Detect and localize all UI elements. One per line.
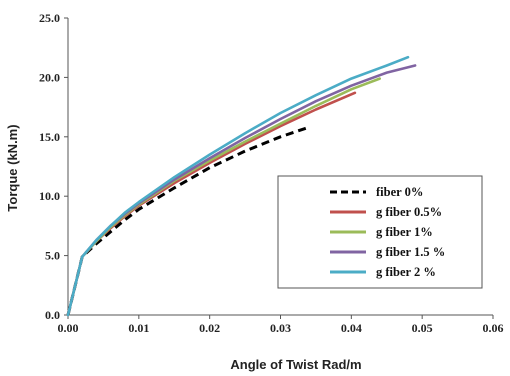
x-tick-label: 0.06	[483, 321, 504, 335]
x-tick-label: 0.00	[58, 321, 79, 335]
y-tick-label: 25.0	[39, 11, 60, 25]
y-tick-label: 5.0	[45, 249, 60, 263]
y-tick-label: 0.0	[45, 308, 60, 322]
axes: 0.00 0.01 0.02 0.03 0.04 0.05 0.06 0.0 5.0 10.0 15…	[39, 11, 504, 335]
y-tick-label: 10.0	[39, 189, 60, 203]
x-tick-label: 0.02	[199, 321, 220, 335]
x-tick-label: 0.04	[341, 321, 362, 335]
x-tick-label: 0.01	[128, 321, 149, 335]
series-line-0	[66, 125, 310, 316]
x-tick-label: 0.03	[270, 321, 291, 335]
legend-label-3: g fiber 1.5 %	[376, 245, 445, 259]
legend-box	[277, 175, 483, 289]
legend-label-0: fiber 0%	[376, 185, 423, 199]
x-axis-title: Angle of Twist Rad/m	[230, 357, 361, 372]
series-line-4	[66, 55, 410, 317]
y-tick-label: 15.0	[39, 130, 60, 144]
y-tick-label: 20.0	[39, 70, 60, 84]
legend-label-4: g fiber 2 %	[376, 265, 436, 279]
legend: fiber 0% g fiber 0.5% g fiber 1% g fiber 1.…	[277, 175, 483, 289]
legend-label-2: g fiber 1%	[376, 225, 433, 239]
y-axis-title: Torque (kN.m)	[5, 124, 20, 211]
x-tick-label: 0.05	[412, 321, 433, 335]
series-lines	[66, 55, 417, 317]
legend-label-1: g fiber 0.5%	[376, 205, 442, 219]
